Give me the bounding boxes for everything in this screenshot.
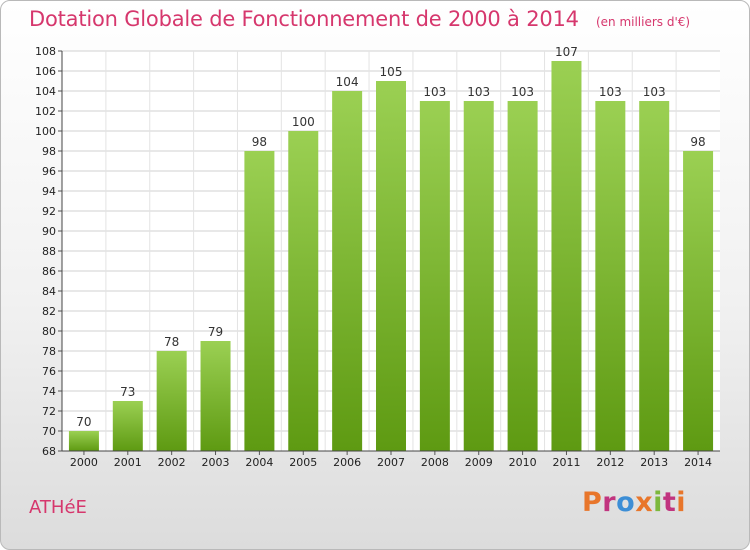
data-label: 103 bbox=[467, 85, 490, 99]
data-label: 104 bbox=[336, 75, 359, 89]
data-label: 103 bbox=[599, 85, 622, 99]
data-label: 70 bbox=[76, 415, 91, 429]
y-tick-label: 74 bbox=[42, 385, 56, 398]
bar-2014 bbox=[683, 151, 714, 451]
x-tick-label: 2010 bbox=[509, 456, 537, 469]
data-label: 98 bbox=[252, 135, 267, 149]
data-label: 103 bbox=[643, 85, 666, 99]
brand-letter: P bbox=[582, 487, 603, 518]
brand-logo: Proxiti bbox=[582, 487, 686, 518]
bar-2008 bbox=[419, 101, 450, 451]
bar-2007 bbox=[376, 81, 406, 451]
data-label: 78 bbox=[164, 335, 179, 349]
data-label: 98 bbox=[690, 135, 705, 149]
y-tick-label: 88 bbox=[42, 245, 56, 258]
x-tick-label: 2006 bbox=[333, 456, 361, 469]
brand-letter: x bbox=[635, 487, 654, 518]
x-tick-label: 2012 bbox=[596, 456, 624, 469]
y-tick-label: 76 bbox=[42, 365, 56, 378]
y-tick-label: 108 bbox=[35, 45, 56, 58]
y-tick-label: 96 bbox=[42, 165, 56, 178]
chart-unit: (en milliers d'€) bbox=[595, 15, 691, 29]
x-tick-label: 2001 bbox=[114, 456, 142, 469]
data-label: 105 bbox=[380, 65, 403, 79]
x-tick-label: 2007 bbox=[377, 456, 405, 469]
bar-2000 bbox=[68, 431, 99, 451]
brand-letter: o bbox=[616, 487, 636, 518]
x-tick-label: 2013 bbox=[640, 456, 668, 469]
x-tick-label: 2009 bbox=[465, 456, 493, 469]
bar-2005 bbox=[288, 131, 319, 451]
data-label: 100 bbox=[292, 115, 315, 129]
y-tick-label: 82 bbox=[42, 305, 56, 318]
bar-2009 bbox=[463, 101, 494, 451]
y-tick-label: 92 bbox=[42, 205, 56, 218]
y-tick-label: 90 bbox=[42, 225, 56, 238]
title-row: Dotation Globale de Fonctionnement de 20… bbox=[29, 7, 690, 31]
brand-letter: r bbox=[602, 487, 617, 518]
axes: 68 70 72 74 76 78 80 82 84 86 88 90 92 94 96 98 100 102 10… bbox=[35, 45, 720, 469]
y-tick-label: 72 bbox=[42, 405, 56, 418]
bar-2012 bbox=[595, 101, 626, 451]
x-tick-label: 2014 bbox=[684, 456, 712, 469]
y-tick-label: 94 bbox=[42, 185, 56, 198]
brand-letter: t bbox=[662, 487, 677, 518]
x-tick-label: 2002 bbox=[158, 456, 186, 469]
x-tick-label: 2004 bbox=[245, 456, 273, 469]
y-tick-label: 68 bbox=[42, 445, 56, 458]
bar-2010 bbox=[507, 101, 538, 451]
y-tick-label: 104 bbox=[35, 85, 56, 98]
x-tick-label: 2005 bbox=[289, 456, 317, 469]
bar-2002 bbox=[156, 351, 187, 451]
bars: 70 73 78 79 98 100 104 105 103 103 103 107 103 103 98 bbox=[68, 45, 714, 451]
data-label: 107 bbox=[555, 45, 578, 59]
place-name: ATHéE bbox=[29, 497, 87, 518]
x-tick-label: 2003 bbox=[202, 456, 230, 469]
chart-title: Dotation Globale de Fonctionnement de 20… bbox=[29, 7, 579, 31]
y-tick-label: 98 bbox=[42, 145, 56, 158]
data-label: 79 bbox=[208, 325, 223, 339]
bar-2004 bbox=[244, 151, 275, 451]
y-tick-label: 70 bbox=[42, 425, 56, 438]
y-tick-label: 86 bbox=[42, 265, 56, 278]
bar-2003 bbox=[200, 341, 231, 451]
bar-2006 bbox=[332, 91, 363, 451]
data-label: 73 bbox=[120, 385, 135, 399]
data-label: 103 bbox=[423, 85, 446, 99]
y-tick-label: 100 bbox=[35, 125, 56, 138]
x-tick-label: 2000 bbox=[70, 456, 98, 469]
brand-letter: i bbox=[653, 487, 663, 518]
bar-2001 bbox=[112, 401, 143, 451]
y-tick-label: 78 bbox=[42, 345, 56, 358]
brand-letter: i bbox=[676, 487, 687, 518]
data-label: 103 bbox=[511, 85, 534, 99]
x-tick-label: 2011 bbox=[552, 456, 580, 469]
bar-2011 bbox=[551, 61, 582, 451]
bar-2013 bbox=[639, 101, 670, 451]
y-tick-label: 84 bbox=[42, 285, 56, 298]
y-tick-label: 102 bbox=[35, 105, 56, 118]
y-tick-label: 80 bbox=[42, 325, 56, 338]
y-tick-label: 106 bbox=[35, 65, 56, 78]
x-tick-label: 2008 bbox=[421, 456, 449, 469]
